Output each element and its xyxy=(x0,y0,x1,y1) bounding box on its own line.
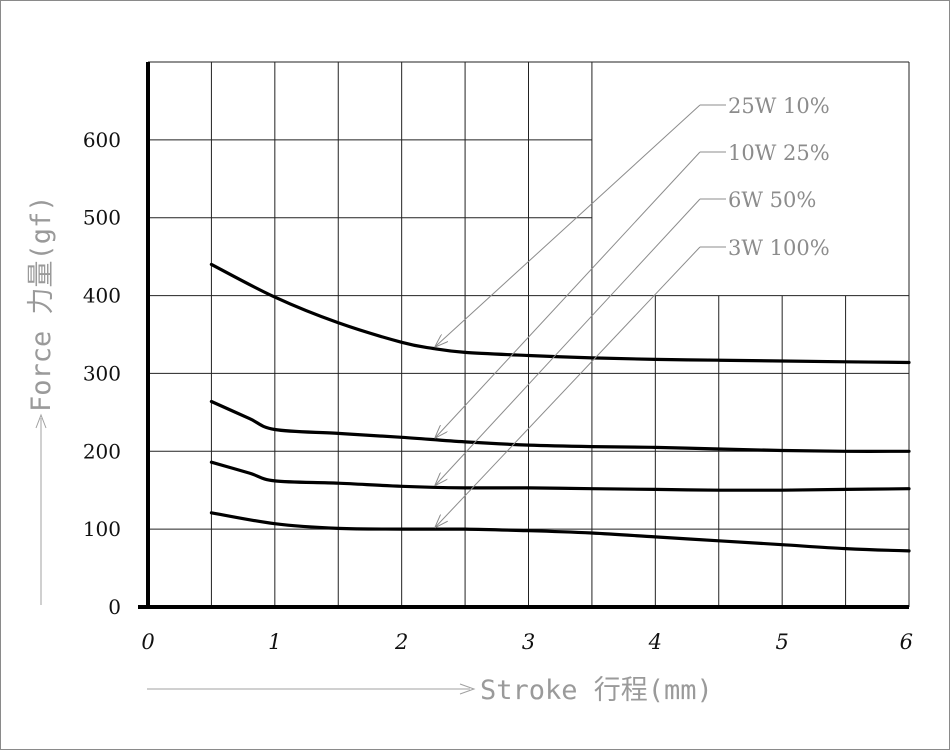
x-tick-label: 4 xyxy=(648,630,662,654)
series-line xyxy=(209,460,911,492)
y-tick-label: 100 xyxy=(83,517,121,541)
x-tick-label: 5 xyxy=(775,630,788,654)
y-axis-title: Force 力量(gf) xyxy=(26,195,57,412)
x-tick-label: 2 xyxy=(394,630,408,654)
legend-entry-label: 10W 25% xyxy=(728,141,830,165)
y-axis-title-arrowhead xyxy=(35,413,47,429)
y-tick-label: 200 xyxy=(83,439,121,463)
legend-entry-label: 3W 100% xyxy=(728,236,830,260)
legend-entry-label: 6W 50% xyxy=(728,188,816,212)
y-axis-title-group: Force 力量(gf) xyxy=(26,195,57,605)
x-tick-label: 0 xyxy=(141,630,154,654)
x-tick-label: 6 xyxy=(900,630,913,654)
tick-labels: 0 100 200 300 400 500 600 0 1 2 3 4 5 6 xyxy=(83,128,913,654)
x-tick-label: 3 xyxy=(522,630,535,654)
series-line xyxy=(209,399,911,453)
series-line xyxy=(209,511,911,553)
x-tick-label: 1 xyxy=(268,630,281,654)
legend-leader-arrow xyxy=(435,246,701,527)
y-tick-label: 0 xyxy=(108,595,121,619)
legend-leader-arrow xyxy=(435,104,701,347)
x-axis-title-group: Stroke 行程(mm) xyxy=(147,675,713,706)
y-tick-label: 500 xyxy=(83,206,121,230)
legend: 25W 10% 10W 25% 6W 50% 3W 100% xyxy=(435,94,830,527)
legend-leader-arrow xyxy=(435,151,701,438)
x-axis-title-arrowhead xyxy=(459,683,476,695)
y-tick-label: 300 xyxy=(83,361,121,385)
y-tick-label: 400 xyxy=(83,284,121,308)
series-line xyxy=(209,262,911,365)
y-tick-label: 600 xyxy=(83,128,121,152)
x-axis-title: Stroke 行程(mm) xyxy=(480,675,713,706)
legend-entry-label: 25W 10% xyxy=(728,94,830,118)
axes xyxy=(138,62,909,609)
legend-leader-arrow xyxy=(435,198,701,485)
curves xyxy=(209,262,911,553)
